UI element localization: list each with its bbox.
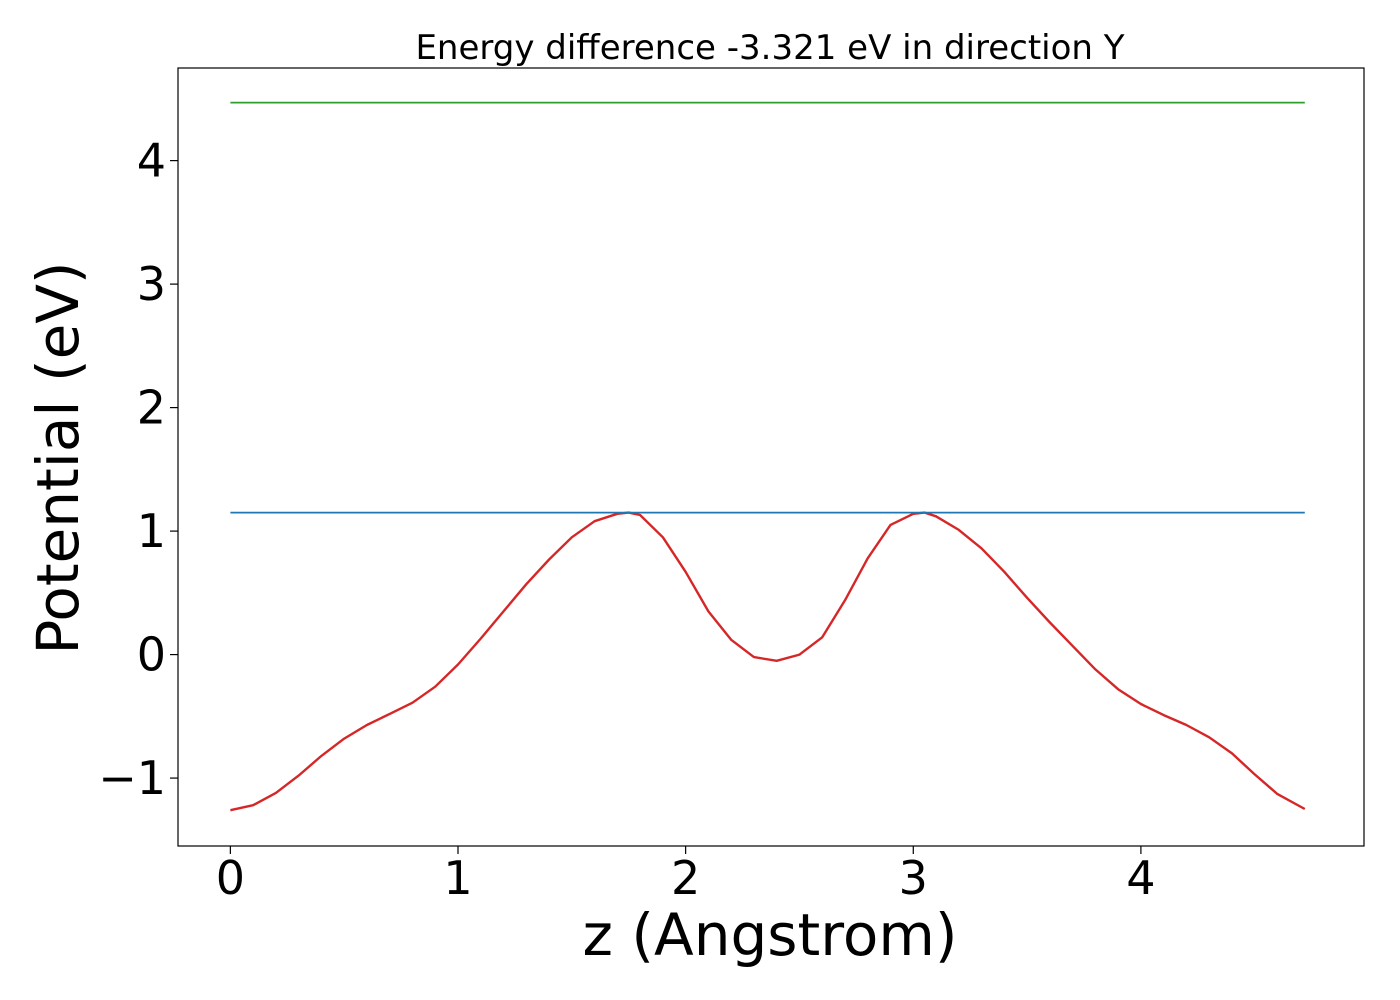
x-axis: 0 1 2 3 4 (216, 846, 1156, 905)
y-tick-label: 0 (137, 628, 166, 682)
y-tick-label: 4 (137, 134, 166, 188)
series-line-1 (230, 511, 1306, 812)
y-tick-label: 3 (137, 257, 166, 311)
y-tick-label: 1 (137, 504, 166, 558)
series-layer (230, 101, 1306, 812)
x-tick-label: 4 (1126, 851, 1155, 905)
y-axis: −1 0 1 2 3 4 (98, 134, 178, 805)
chart-title: Energy difference -3.321 eV in direction… (415, 28, 1124, 68)
plot-frame (177, 67, 1365, 847)
x-axis-label: z (Angstrom) (583, 901, 958, 969)
x-tick-label: 0 (216, 851, 245, 905)
y-tick-label: 2 (137, 381, 166, 435)
x-tick-label: 3 (899, 851, 928, 905)
y-tick-label: −1 (98, 751, 166, 805)
y-axis-label: Potential (eV) (24, 261, 92, 654)
x-tick-label: 2 (671, 851, 700, 905)
x-tick-label: 1 (443, 851, 472, 905)
